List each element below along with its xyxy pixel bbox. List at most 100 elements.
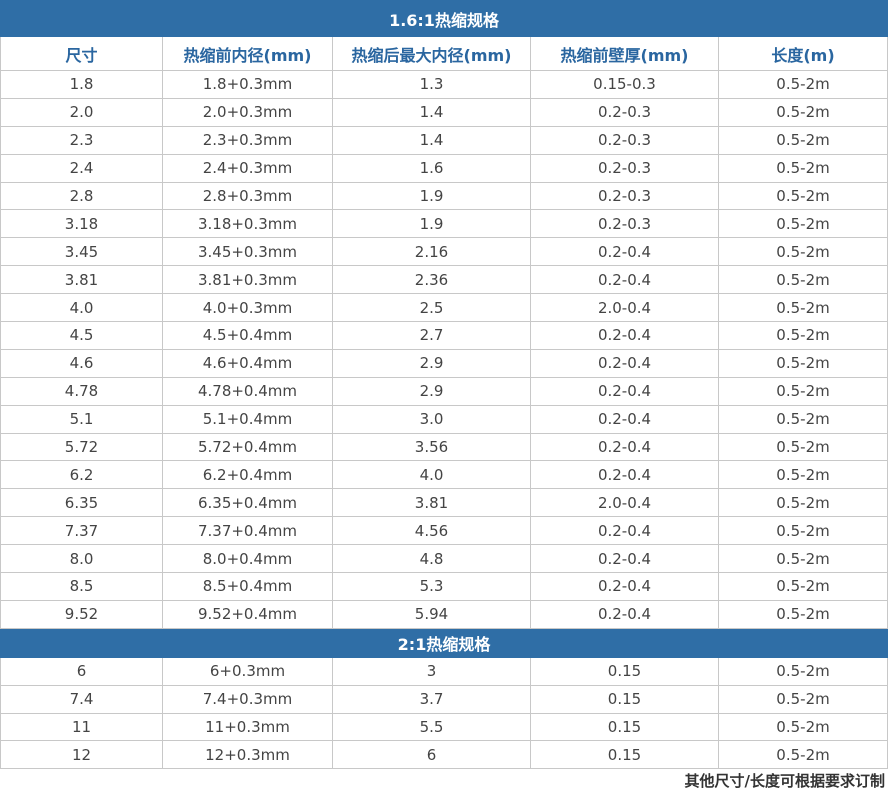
cell: 4.6 [0, 348, 163, 378]
cell: 2.3 [0, 125, 163, 155]
cell: 6 [332, 740, 531, 770]
cell: 0.5-2m [717, 293, 889, 323]
cell: 3.7 [332, 684, 531, 714]
cell: 8.5+0.4mm [162, 572, 333, 601]
cell: 3.81 [332, 488, 531, 518]
header-cell: 尺寸 [0, 36, 163, 71]
cell: 4.0 [332, 460, 531, 490]
data-row: 2.8 2.8+0.3mm 1.9 0.2-0.3 0.5-2m [0, 181, 889, 211]
cell: 0.5-2m [717, 712, 889, 742]
data-row: 4.5 4.5+0.4mm 2.7 0.2-0.4 0.5-2m [0, 321, 889, 350]
cell: 5.72+0.4mm [162, 432, 333, 462]
cell: 2.0+0.3mm [162, 97, 333, 127]
cell: 7.4+0.3mm [162, 684, 333, 714]
cell: 0.2-0.4 [530, 376, 719, 406]
cell: 4.78+0.4mm [162, 376, 333, 406]
data-row: 5.72 5.72+0.4mm 3.56 0.2-0.4 0.5-2m [0, 432, 889, 462]
cell: 9.52+0.4mm [162, 599, 333, 629]
cell: 4.5 [0, 321, 163, 350]
cell: 2.3+0.3mm [162, 125, 333, 155]
data-row: 7.4 7.4+0.3mm 3.7 0.15 0.5-2m [0, 684, 889, 714]
data-row: 5.1 5.1+0.4mm 3.0 0.2-0.4 0.5-2m [0, 404, 889, 434]
cell: 8.0+0.4mm [162, 544, 333, 574]
cell: 1.8 [0, 70, 163, 99]
data-row: 8.5 8.5+0.4mm 5.3 0.2-0.4 0.5-2m [0, 572, 889, 601]
data-row: 3.18 3.18+0.3mm 1.9 0.2-0.3 0.5-2m [0, 209, 889, 239]
cell: 2.9 [332, 348, 531, 378]
cell: 8.0 [0, 544, 163, 574]
cell: 0.2-0.4 [530, 544, 719, 574]
cell: 3.45+0.3mm [162, 237, 333, 267]
cell: 0.2-0.4 [530, 404, 719, 434]
cell: 5.1+0.4mm [162, 404, 333, 434]
header-cell: 热缩前壁厚(mm) [530, 36, 719, 71]
section-title: 1.6:1热缩规格 [0, 0, 889, 37]
cell: 5.72 [0, 432, 163, 462]
cell: 1.6 [332, 153, 531, 183]
cell: 2.36 [332, 265, 531, 295]
cell: 0.2-0.3 [530, 125, 719, 155]
cell: 5.94 [332, 599, 531, 629]
cell: 6.2 [0, 460, 163, 490]
cell: 2.0 [0, 97, 163, 127]
cell: 0.2-0.4 [530, 432, 719, 462]
data-row: 12 12+0.3mm 6 0.15 0.5-2m [0, 740, 889, 770]
cell: 8.5 [0, 572, 163, 601]
cell: 0.5-2m [717, 516, 889, 546]
cell: 0.5-2m [717, 599, 889, 629]
header-cell: 长度(m) [717, 36, 889, 71]
cell: 2.5 [332, 293, 531, 323]
cell: 0.2-0.4 [530, 572, 719, 601]
cell: 2.4 [0, 153, 163, 183]
cell: 6+0.3mm [162, 656, 333, 686]
cell: 3.56 [332, 432, 531, 462]
data-row: 6 6+0.3mm 3 0.15 0.5-2m [0, 656, 889, 686]
cell: 2.9 [332, 376, 531, 406]
cell: 0.15 [530, 712, 719, 742]
cell: 0.5-2m [717, 70, 889, 99]
cell: 0.5-2m [717, 237, 889, 267]
cell: 2.8 [0, 181, 163, 211]
cell: 4.8 [332, 544, 531, 574]
data-row: 6.35 6.35+0.4mm 3.81 2.0-0.4 0.5-2m [0, 488, 889, 518]
cell: 12 [0, 740, 163, 770]
data-row: 2.3 2.3+0.3mm 1.4 0.2-0.3 0.5-2m [0, 125, 889, 155]
cell: 0.2-0.3 [530, 209, 719, 239]
cell: 2.0-0.4 [530, 293, 719, 323]
cell: 0.15 [530, 656, 719, 686]
cell: 0.15 [530, 684, 719, 714]
spec-table: 1.6:1热缩规格 尺寸 热缩前内径(mm) 热缩后最大内径(mm) 热缩前壁厚(mm)… [0, 0, 889, 770]
cell: 6.35 [0, 488, 163, 518]
cell: 11 [0, 712, 163, 742]
cell: 1.4 [332, 125, 531, 155]
cell: 0.2-0.3 [530, 97, 719, 127]
cell: 2.4+0.3mm [162, 153, 333, 183]
cell: 0.5-2m [717, 321, 889, 350]
cell: 3.45 [0, 237, 163, 267]
cell: 7.4 [0, 684, 163, 714]
cell: 0.5-2m [717, 572, 889, 601]
cell: 0.2-0.4 [530, 237, 719, 267]
cell: 4.5+0.4mm [162, 321, 333, 350]
cell: 0.2-0.4 [530, 460, 719, 490]
cell: 5.3 [332, 572, 531, 601]
cell: 0.5-2m [717, 125, 889, 155]
cell: 3.18+0.3mm [162, 209, 333, 239]
cell: 0.2-0.4 [530, 265, 719, 295]
cell: 0.5-2m [717, 376, 889, 406]
cell: 1.8+0.3mm [162, 70, 333, 99]
cell: 5.5 [332, 712, 531, 742]
cell: 7.37+0.4mm [162, 516, 333, 546]
cell: 0.5-2m [717, 209, 889, 239]
cell: 1.9 [332, 209, 531, 239]
data-row: 4.6 4.6+0.4mm 2.9 0.2-0.4 0.5-2m [0, 348, 889, 378]
cell: 0.2-0.3 [530, 153, 719, 183]
cell: 0.5-2m [717, 97, 889, 127]
section-row: 1.6:1热缩规格 [0, 0, 889, 37]
cell: 0.5-2m [717, 432, 889, 462]
cell: 1.4 [332, 97, 531, 127]
cell: 9.52 [0, 599, 163, 629]
cell: 0.5-2m [717, 153, 889, 183]
header-row: 尺寸 热缩前内径(mm) 热缩后最大内径(mm) 热缩前壁厚(mm) 长度(m) [0, 36, 889, 71]
